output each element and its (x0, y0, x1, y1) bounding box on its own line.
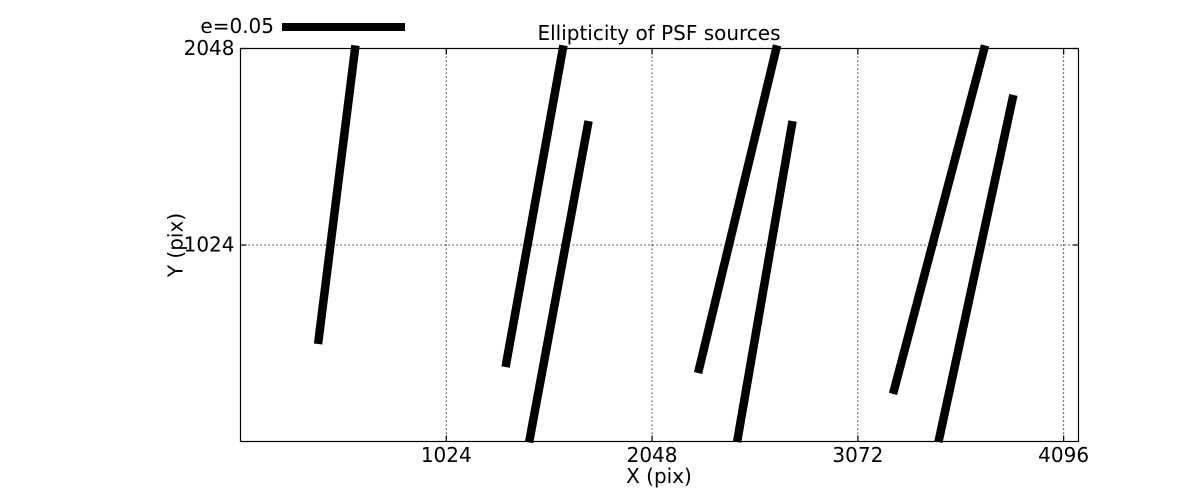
x-axis-label: X (pix) (626, 464, 692, 488)
chart-title: Ellipticity of PSF sources (537, 21, 781, 45)
y-axis-label: Y (pix) (163, 212, 188, 278)
legend-key-bar (282, 23, 405, 31)
legend-label: e=0.05 (200, 14, 274, 38)
x-tick-label: 4096 (1038, 443, 1089, 467)
psf-ellipticity-segment-3 (524, 120, 593, 444)
psf-ellipticity-segment-6 (888, 44, 990, 395)
x-tick-label: 3072 (832, 443, 883, 467)
psf-ellipticity-segment-4 (693, 44, 782, 374)
psf-ellipticity-segment-2 (501, 44, 568, 368)
psf-ellipticity-segment-5 (732, 120, 797, 443)
x-tick-label: 1024 (421, 443, 472, 467)
psf-ellipticity-segment-1 (313, 44, 360, 345)
psf-ellipticity-segment-7 (934, 94, 1018, 443)
x-tick-label: 2048 (627, 443, 678, 467)
axes-frame (239, 47, 1080, 443)
y-tick-label: 2048 (184, 36, 235, 60)
y-tick-label: 1024 (184, 233, 235, 257)
